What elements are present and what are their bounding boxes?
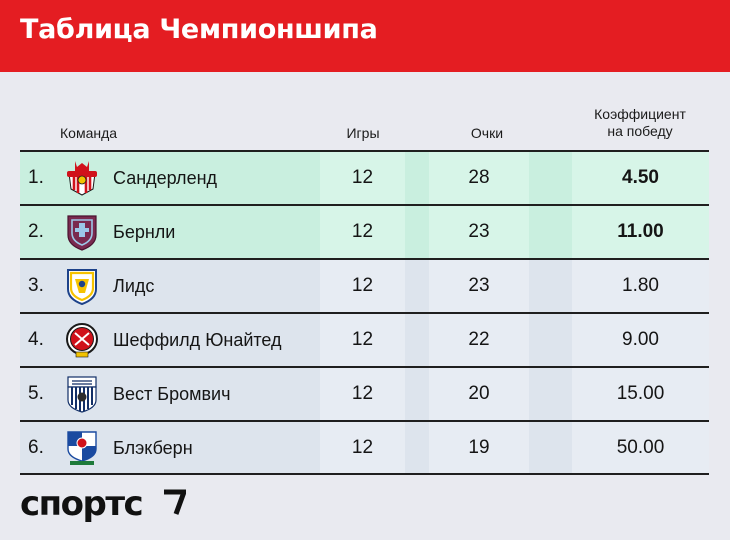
win-odds: 4.50 xyxy=(622,167,659,188)
brand-accent-icon xyxy=(164,489,186,515)
burnley-crest-icon xyxy=(62,206,102,258)
table-row: 1. Сандерленд 12 28 4.50 xyxy=(20,150,709,204)
rank: 5. xyxy=(28,383,44,404)
team-name: Блэкберн xyxy=(113,437,193,458)
win-odds: 50.00 xyxy=(616,437,665,458)
rank: 4. xyxy=(28,329,44,350)
column-header-odds: Коэффициент на победу xyxy=(570,106,710,140)
west-brom-crest-icon xyxy=(62,368,102,420)
points: 22 xyxy=(468,329,490,350)
table-row: 4. Шеффилд Юнайтед 12 22 9.00 xyxy=(20,312,709,366)
win-odds: 11.00 xyxy=(617,221,664,242)
win-odds: 15.00 xyxy=(616,383,665,404)
column-header-games: Игры xyxy=(346,125,380,141)
table-row: 2. Бернли 12 23 11.00 xyxy=(20,204,709,258)
table-row: 5. Вест Бромвич 12 20 15.00 xyxy=(20,366,709,420)
games-played: 12 xyxy=(351,221,374,242)
team-name: Бернли xyxy=(113,221,176,242)
team-name: Лидс xyxy=(113,275,155,296)
sunderland-crest-icon xyxy=(62,152,102,204)
points: 19 xyxy=(468,437,490,458)
column-header-odds-line2: на победу xyxy=(607,123,673,139)
team-name: Вест Бромвич xyxy=(113,383,231,404)
points: 23 xyxy=(468,275,490,296)
games-played: 12 xyxy=(351,437,374,458)
brand-logo: спортс xyxy=(20,484,144,524)
points: 28 xyxy=(468,167,490,188)
column-header-points: Очки xyxy=(470,125,504,141)
column-header-odds-line1: Коэффициент xyxy=(594,106,686,122)
team-name: Шеффилд Юнайтед xyxy=(113,329,282,350)
table-row: 6. Блэкберн 12 19 50.00 xyxy=(20,420,709,475)
column-header-team: Команда xyxy=(60,125,118,141)
leeds-crest-icon xyxy=(62,260,102,312)
team-name: Сандерленд xyxy=(113,167,218,188)
page-title: Таблица Чемпионшипа xyxy=(20,14,378,45)
table-row: 3. Лидс 12 23 1.80 xyxy=(20,258,709,312)
rank: 3. xyxy=(28,275,44,296)
games-played: 12 xyxy=(351,275,374,296)
games-played: 12 xyxy=(351,383,374,404)
standings-table: 1. Сандерленд 12 28 4.50 2. xyxy=(20,150,709,475)
points: 20 xyxy=(468,383,490,404)
rank: 2. xyxy=(28,221,44,242)
games-played: 12 xyxy=(351,167,374,188)
rank: 1. xyxy=(28,167,44,188)
header-bar: Таблица Чемпионшипа xyxy=(0,0,730,72)
rank: 6. xyxy=(28,437,44,458)
blackburn-crest-icon xyxy=(62,422,102,474)
win-odds: 1.80 xyxy=(622,275,659,296)
sheffield-united-crest-icon xyxy=(62,314,102,366)
points: 23 xyxy=(468,221,490,242)
win-odds: 9.00 xyxy=(622,329,659,350)
games-played: 12 xyxy=(351,329,374,350)
